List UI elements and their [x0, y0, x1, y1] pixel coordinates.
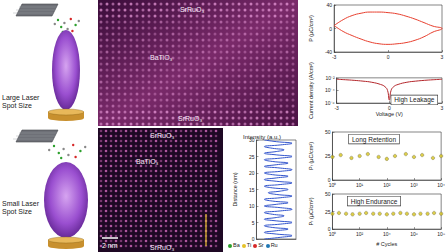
html-text:Ti: Ti	[246, 242, 252, 248]
svg-text:0: 0	[329, 26, 332, 32]
svg-text:Distance (nm): Distance (nm)	[232, 172, 238, 206]
svg-text:10⁰: 10⁰	[329, 231, 337, 237]
svg-text:50: 50	[325, 129, 331, 135]
svg-text:25: 25	[325, 153, 331, 159]
svg-text:10⁴: 10⁴	[383, 231, 391, 237]
svg-text:Pᵣ (µC/cm²): Pᵣ (µC/cm²)	[308, 197, 314, 225]
svg-text:P (µC/cm²): P (µC/cm²)	[308, 15, 314, 42]
svg-text:5: 5	[252, 220, 255, 226]
svg-text:10⁶: 10⁶	[410, 231, 418, 237]
svg-text:0: 0	[252, 236, 255, 242]
html-text:Ba: Ba	[233, 242, 240, 248]
svg-text:2 nm: 2 nm	[102, 242, 118, 249]
svg-text:0: 0	[327, 177, 331, 183]
svg-text:Intensity (a.u.): Intensity (a.u.)	[243, 134, 281, 140]
svg-text:0: 0	[387, 54, 390, 60]
svg-text:-3: -3	[334, 105, 339, 111]
svg-text:25: 25	[325, 209, 331, 215]
svg-text:10³: 10³	[410, 182, 418, 188]
svg-text:-40: -40	[324, 49, 333, 55]
svg-text:0: 0	[327, 226, 331, 233]
svg-text:BaTiO₃: BaTiO₃	[136, 158, 159, 165]
svg-text:20: 20	[249, 170, 255, 176]
svg-text:SrRuO₃: SrRuO₃	[178, 115, 202, 122]
svg-text:SrRuO₃: SrRuO₃	[150, 132, 174, 139]
svg-text:3: 3	[441, 54, 444, 60]
svg-text:25: 25	[249, 154, 255, 160]
svg-text:3: 3	[441, 105, 444, 111]
svg-text:10²: 10²	[356, 231, 364, 237]
svg-text:# Cycles: # Cycles	[376, 241, 397, 247]
svg-text:Current density (A/cm²): Current density (A/cm²)	[308, 62, 314, 119]
html-text:Large Laser Spot Size: Large Laser Spot Size	[2, 94, 40, 109]
svg-text:30: 30	[248, 137, 255, 143]
svg-text:10²: 10²	[383, 182, 391, 188]
html-text:Small Laser Spot Size: Small Laser Spot Size	[2, 200, 39, 215]
svg-text:50: 50	[325, 191, 331, 197]
svg-text:10⁰: 10⁰	[329, 182, 337, 188]
svg-text:10⁴: 10⁴	[437, 182, 445, 188]
svg-text:10¹: 10¹	[356, 182, 364, 188]
svg-text:High Leakage: High Leakage	[394, 96, 434, 104]
svg-text:High Endurance: High Endurance	[351, 198, 398, 206]
svg-text:0: 0	[388, 105, 391, 111]
svg-text:Pᵣ (µC/cm²): Pᵣ (µC/cm²)	[308, 142, 314, 170]
svg-text:15: 15	[249, 187, 255, 193]
svg-text:10⁻²: 10⁻²	[325, 75, 335, 81]
svg-text:BaTiO₃: BaTiO₃	[150, 54, 173, 61]
svg-text:10⁸: 10⁸	[437, 231, 445, 237]
svg-text:40: 40	[327, 2, 333, 8]
svg-text:10: 10	[249, 203, 255, 209]
svg-text:SrRuO₃: SrRuO₃	[150, 244, 174, 251]
svg-text:Voltage (V): Voltage (V)	[376, 111, 403, 117]
svg-text:10⁻⁴: 10⁻⁴	[325, 87, 335, 93]
svg-text:-3: -3	[332, 54, 337, 60]
svg-text:SrRuO₃: SrRuO₃	[180, 6, 204, 13]
html-text:Ru: Ru	[270, 242, 278, 248]
svg-text:10⁻⁶: 10⁻⁶	[325, 100, 335, 106]
svg-text:Long Retention: Long Retention	[352, 136, 396, 144]
html-text:Sr: Sr	[258, 242, 264, 248]
